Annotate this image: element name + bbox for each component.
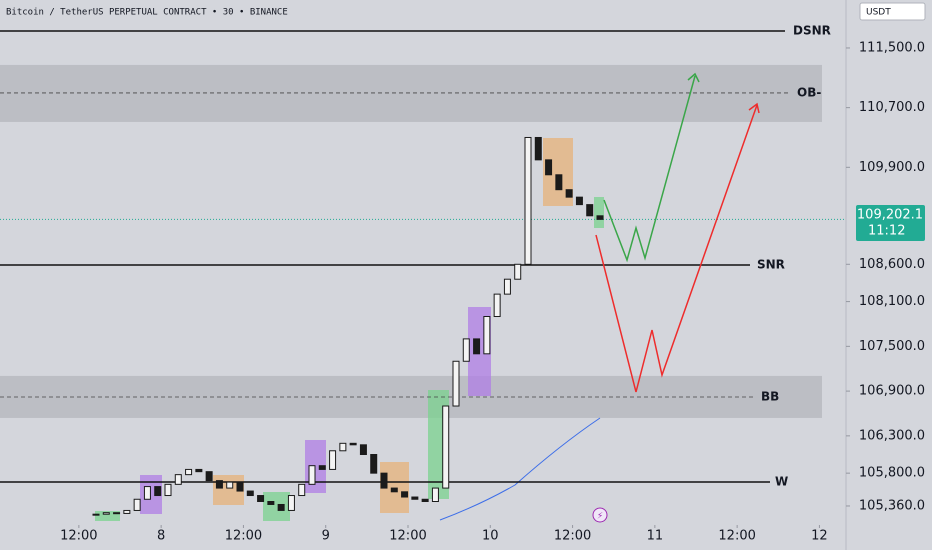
candle [401,491,409,498]
x-tick-label: 8 [157,529,165,544]
arrow-head [748,102,760,114]
candle [452,360,460,407]
highlight-boxes [95,138,604,521]
candle [257,495,265,503]
y-tick-label: 107,500.0 [859,339,925,354]
candle [431,487,439,503]
candle [277,503,285,511]
candle [195,468,203,473]
candle [514,263,522,280]
countdown: 11:12 [868,224,905,239]
candle [143,486,151,500]
candle [473,338,481,355]
candle [133,498,141,511]
box [140,475,162,514]
candle [596,215,604,220]
y-tick-label: 106,900.0 [859,384,925,399]
x-tick-label: 12:00 [554,529,591,544]
candle [92,513,100,516]
y-tick-label: 105,360.0 [859,498,925,513]
candle [493,293,501,318]
x-tick-label: 9 [322,529,330,544]
candle [113,512,121,515]
candle [298,483,306,497]
y-tick-label: 109,900.0 [859,160,925,175]
level-label: BB [761,389,779,403]
candle [174,474,182,485]
candle [287,495,295,511]
candle [154,486,162,497]
candle [390,487,398,493]
bearish-projection [595,104,758,393]
y-tick-label: 111,500.0 [859,40,925,55]
candle [329,450,337,470]
y-tick-label: 108,600.0 [859,257,925,272]
arrow-head [687,72,700,83]
candle [205,471,213,482]
level-label: W [775,474,788,488]
box [263,492,290,521]
level-label: OB- [797,85,821,99]
candle [534,136,542,161]
x-tick-label: 11 [647,529,664,544]
y-tick-label: 106,300.0 [859,428,925,443]
last-price-box [856,205,925,241]
zone [0,64,822,122]
y-tick-label: 108,100.0 [859,294,925,309]
candle [421,498,429,503]
x-tick-label: 12:00 [60,529,97,544]
candle [308,465,316,485]
candle [102,512,110,515]
candle [380,472,388,489]
box [95,511,120,521]
x-tick-label: 10 [482,529,499,544]
candle [524,136,532,265]
candle [123,509,131,514]
candle [339,442,347,452]
zone [0,375,822,418]
candle [246,490,254,497]
candle [349,442,357,446]
candle [483,316,491,355]
x-tick-label: 12 [811,529,828,544]
event-icon-glyph: ⚡ [597,512,603,522]
y-tick-label: 105,800.0 [859,466,925,481]
last-price-label: 109,202.1 [857,208,923,223]
candle [236,481,244,492]
candle [267,501,275,505]
box [594,197,604,228]
candle [575,196,583,206]
candle [318,465,326,470]
level-label: DSNR [793,23,831,37]
level-label: SNR [757,258,785,272]
candle [370,454,378,474]
candle [215,480,223,489]
y-tick-label: 110,700.0 [859,100,925,115]
candle [462,338,470,362]
candle [359,444,367,456]
moving-average [439,417,601,521]
candle [565,189,573,198]
candle [503,278,511,295]
header: Bitcoin / TetherUS PERPETUAL CONTRACT • … [6,8,288,18]
candle [586,204,594,217]
candle [185,468,193,476]
currency-button[interactable] [859,2,926,21]
candle [442,405,450,489]
currency: USDT [866,8,891,18]
bullish-projection [603,75,696,263]
candle [164,483,172,497]
event-icon[interactable] [592,507,608,523]
x-tick-label: 12:00 [389,529,426,544]
candle [555,174,563,191]
x-tick-label: 12:00 [718,529,755,544]
candle [226,481,234,489]
candle [411,496,419,500]
x-tick-label: 12:00 [225,529,262,544]
candle [545,159,553,176]
